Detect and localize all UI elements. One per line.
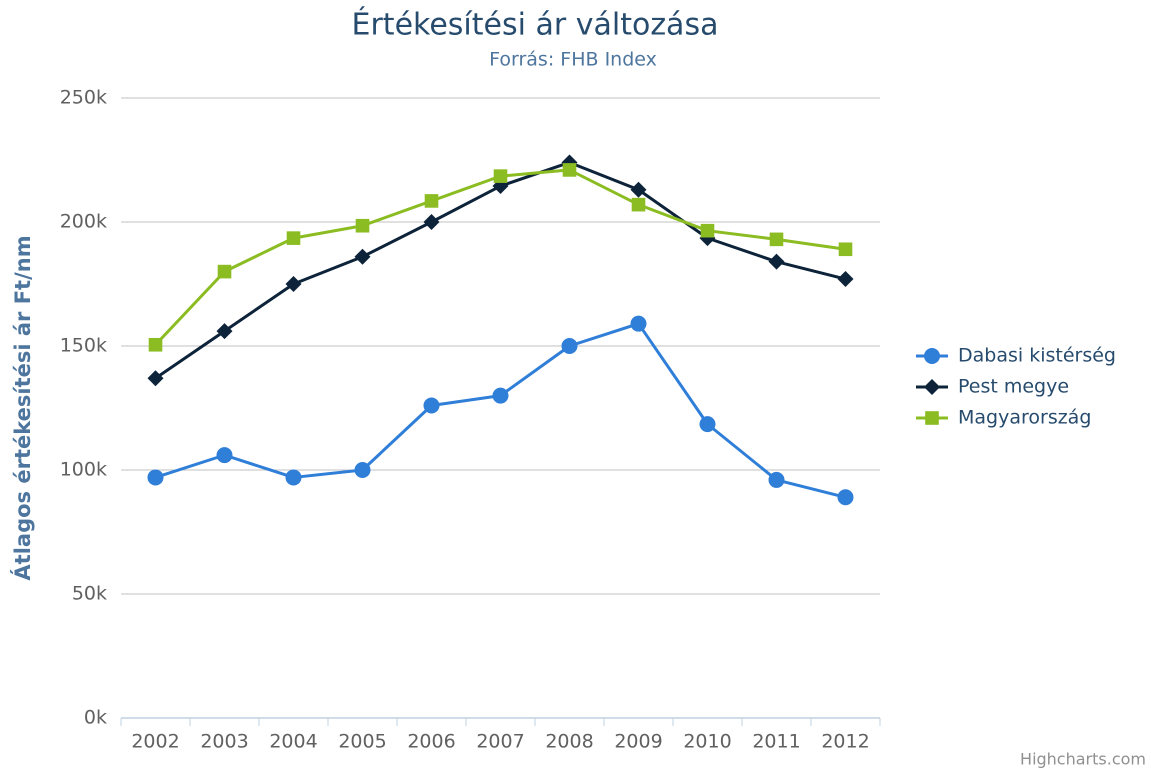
x-tick-label: 2005 [338,731,386,753]
marker [147,370,164,387]
marker [424,194,439,208]
marker [217,264,232,279]
y-tick-label: 200k [60,211,107,233]
marker [216,323,233,340]
marker [354,248,371,265]
x-tick-label: 2002 [131,731,179,753]
series-line [155,322,846,499]
legend-label: Magyarország [958,407,1091,429]
series-line [154,168,846,346]
x-tick-label: 2009 [614,731,662,753]
marker [562,163,577,177]
y-tick-label: 0k [84,707,107,729]
legend-label: Pest megye [958,376,1069,398]
marker [924,348,940,364]
chart-title: Értékesítési ár változása [352,7,719,43]
marker [769,232,784,247]
chart-subtitle: Forrás: FHB Index [489,49,657,71]
x-tick-label: 2003 [200,731,248,753]
marker [768,253,785,270]
marker [147,469,164,486]
marker [630,315,647,332]
marker [561,338,578,354]
marker [924,379,940,395]
marker [492,387,509,404]
y-tick-label: 50k [72,583,107,605]
marker [700,223,715,238]
marker [216,447,233,464]
marker [148,337,163,352]
y-tick-label: 100k [60,459,107,481]
marker [838,242,853,257]
marker [631,197,646,212]
x-tick-label: 2012 [821,731,869,753]
y-tick-label: 250k [60,87,107,109]
x-tick-label: 2004 [269,731,317,753]
marker [423,214,440,230]
marker [837,489,854,506]
marker [630,181,647,198]
marker [354,462,371,478]
x-tick-label: 2008 [545,731,593,753]
marker [699,416,716,433]
x-tick-label: 2006 [407,731,455,753]
marker [286,231,301,245]
marker [285,276,302,292]
marker [355,218,370,233]
marker [285,469,302,486]
y-tick-label: 150k [60,335,107,357]
credits: Highcharts.com [1020,750,1146,769]
x-tick-label: 2007 [476,731,524,753]
marker [423,397,440,414]
legend-label: Dabasi kistérség [958,345,1116,367]
marker [768,471,785,488]
y-axis-title: Átlagos értékesítési ár Ft/nm [10,235,35,580]
marker [925,411,939,425]
marker [837,271,854,288]
x-tick-label: 2011 [752,731,800,753]
x-tick-label: 2010 [683,731,731,753]
marker [493,169,508,183]
